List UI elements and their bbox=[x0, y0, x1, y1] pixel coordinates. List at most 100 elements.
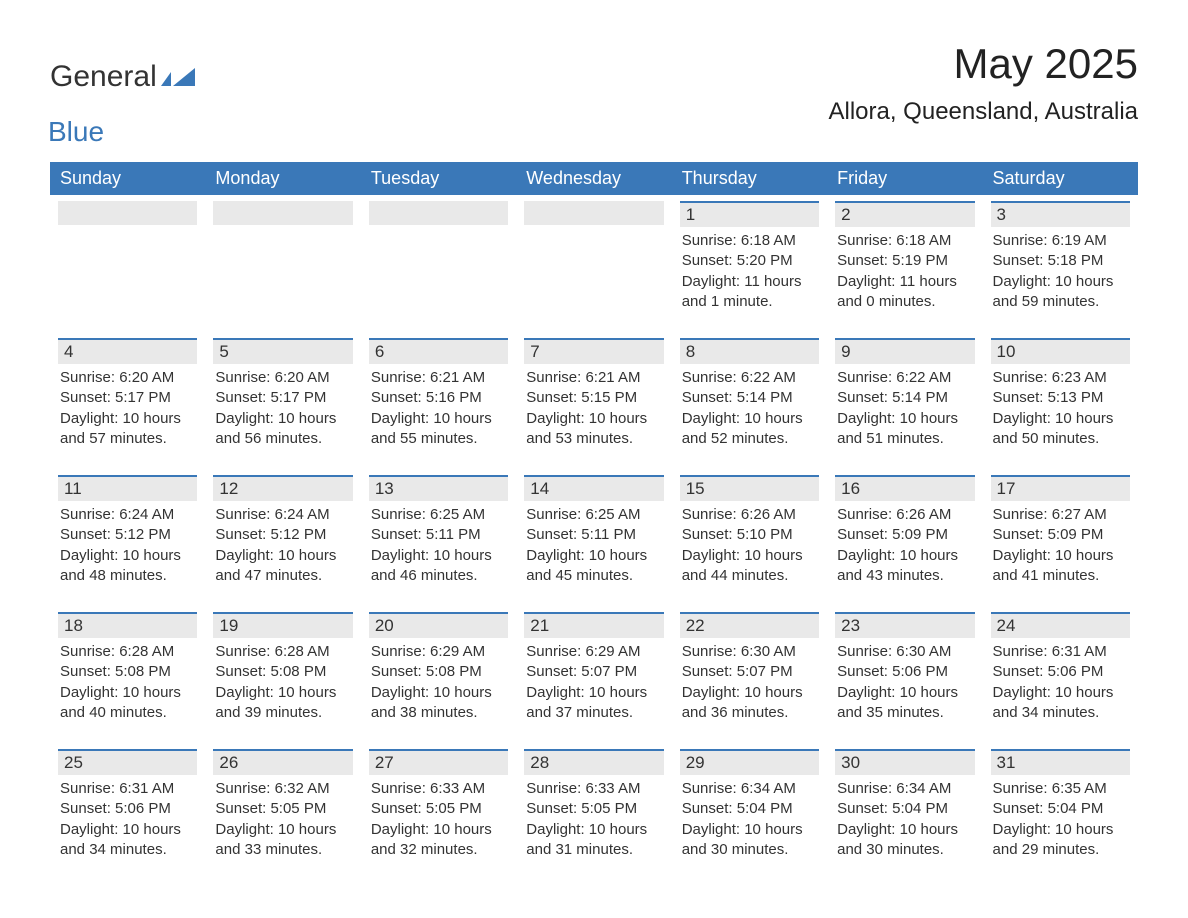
daylight-text: Daylight: 11 hours and 1 minute. bbox=[682, 272, 817, 313]
daylight-text: Daylight: 10 hours and 59 minutes. bbox=[993, 272, 1128, 313]
day-info: Sunrise: 6:29 AMSunset: 5:08 PMDaylight:… bbox=[369, 642, 508, 723]
sunset-text: Sunset: 5:09 PM bbox=[993, 525, 1128, 545]
sunset-text: Sunset: 5:12 PM bbox=[215, 525, 350, 545]
sunset-text: Sunset: 5:13 PM bbox=[993, 388, 1128, 408]
logo-text-wrap: General Blue bbox=[50, 60, 195, 148]
day-cell: 15Sunrise: 6:26 AMSunset: 5:10 PMDayligh… bbox=[672, 475, 827, 606]
day-number-bar: 25 bbox=[58, 749, 197, 775]
sunrise-text: Sunrise: 6:31 AM bbox=[60, 779, 195, 799]
location-label: Allora, Queensland, Australia bbox=[828, 98, 1138, 126]
day-cell: 20Sunrise: 6:29 AMSunset: 5:08 PMDayligh… bbox=[361, 612, 516, 743]
daylight-text: Daylight: 10 hours and 52 minutes. bbox=[682, 409, 817, 450]
daylight-text: Daylight: 10 hours and 38 minutes. bbox=[371, 683, 506, 724]
day-cell: 9Sunrise: 6:22 AMSunset: 5:14 PMDaylight… bbox=[827, 338, 982, 469]
sunrise-text: Sunrise: 6:23 AM bbox=[993, 368, 1128, 388]
daylight-text: Daylight: 10 hours and 50 minutes. bbox=[993, 409, 1128, 450]
sunset-text: Sunset: 5:05 PM bbox=[526, 799, 661, 819]
day-cell: 2Sunrise: 6:18 AMSunset: 5:19 PMDaylight… bbox=[827, 201, 982, 332]
day-number-bar: 26 bbox=[213, 749, 352, 775]
day-cell: 27Sunrise: 6:33 AMSunset: 5:05 PMDayligh… bbox=[361, 749, 516, 880]
calendar: Sunday Monday Tuesday Wednesday Thursday… bbox=[50, 162, 1138, 880]
sunrise-text: Sunrise: 6:24 AM bbox=[215, 505, 350, 525]
daylight-text: Daylight: 10 hours and 55 minutes. bbox=[371, 409, 506, 450]
daylight-text: Daylight: 10 hours and 32 minutes. bbox=[371, 820, 506, 861]
day-cell bbox=[205, 201, 360, 332]
day-number-bar: 4 bbox=[58, 338, 197, 364]
day-cell: 1Sunrise: 6:18 AMSunset: 5:20 PMDaylight… bbox=[672, 201, 827, 332]
day-info: Sunrise: 6:20 AMSunset: 5:17 PMDaylight:… bbox=[58, 368, 197, 449]
day-number-bar: 23 bbox=[835, 612, 974, 638]
sunrise-text: Sunrise: 6:21 AM bbox=[371, 368, 506, 388]
day-info: Sunrise: 6:26 AMSunset: 5:09 PMDaylight:… bbox=[835, 505, 974, 586]
sunrise-text: Sunrise: 6:18 AM bbox=[682, 231, 817, 251]
sunset-text: Sunset: 5:05 PM bbox=[215, 799, 350, 819]
day-info: Sunrise: 6:28 AMSunset: 5:08 PMDaylight:… bbox=[213, 642, 352, 723]
weekday-header: Thursday bbox=[672, 162, 827, 195]
daylight-text: Daylight: 10 hours and 46 minutes. bbox=[371, 546, 506, 587]
day-cell: 21Sunrise: 6:29 AMSunset: 5:07 PMDayligh… bbox=[516, 612, 671, 743]
sunset-text: Sunset: 5:17 PM bbox=[215, 388, 350, 408]
day-info: Sunrise: 6:25 AMSunset: 5:11 PMDaylight:… bbox=[524, 505, 663, 586]
sunset-text: Sunset: 5:16 PM bbox=[371, 388, 506, 408]
day-number-bar: 19 bbox=[213, 612, 352, 638]
daylight-text: Daylight: 10 hours and 43 minutes. bbox=[837, 546, 972, 587]
daylight-text: Daylight: 10 hours and 47 minutes. bbox=[215, 546, 350, 587]
sunrise-text: Sunrise: 6:31 AM bbox=[993, 642, 1128, 662]
sunset-text: Sunset: 5:04 PM bbox=[993, 799, 1128, 819]
day-info: Sunrise: 6:18 AMSunset: 5:19 PMDaylight:… bbox=[835, 231, 974, 312]
day-number-bar: 7 bbox=[524, 338, 663, 364]
day-info: Sunrise: 6:33 AMSunset: 5:05 PMDaylight:… bbox=[369, 779, 508, 860]
sunset-text: Sunset: 5:11 PM bbox=[526, 525, 661, 545]
sunrise-text: Sunrise: 6:19 AM bbox=[993, 231, 1128, 251]
day-info: Sunrise: 6:28 AMSunset: 5:08 PMDaylight:… bbox=[58, 642, 197, 723]
daylight-text: Daylight: 10 hours and 30 minutes. bbox=[682, 820, 817, 861]
day-number-bar: 28 bbox=[524, 749, 663, 775]
week-row: 25 Sunrise: 6:31 AMSunset: 5:06 PMDayligh… bbox=[50, 749, 1138, 880]
daylight-text: Daylight: 10 hours and 34 minutes. bbox=[993, 683, 1128, 724]
day-cell: 29Sunrise: 6:34 AMSunset: 5:04 PMDayligh… bbox=[672, 749, 827, 880]
sunrise-text: Sunrise: 6:18 AM bbox=[837, 231, 972, 251]
day-cell: 13Sunrise: 6:25 AMSunset: 5:11 PMDayligh… bbox=[361, 475, 516, 606]
daylight-text: Daylight: 10 hours and 36 minutes. bbox=[682, 683, 817, 724]
sunset-text: Sunset: 5:17 PM bbox=[60, 388, 195, 408]
sunrise-text: Sunrise: 6:22 AM bbox=[837, 368, 972, 388]
day-info: Sunrise: 6:21 AMSunset: 5:15 PMDaylight:… bbox=[524, 368, 663, 449]
sunrise-text: Sunrise: 6:20 AM bbox=[60, 368, 195, 388]
day-info: Sunrise: 6:30 AMSunset: 5:06 PMDaylight:… bbox=[835, 642, 974, 723]
day-cell: 28Sunrise: 6:33 AMSunset: 5:05 PMDayligh… bbox=[516, 749, 671, 880]
day-number-bar: 17 bbox=[991, 475, 1130, 501]
day-info: Sunrise: 6:34 AMSunset: 5:04 PMDaylight:… bbox=[680, 779, 819, 860]
day-info: Sunrise: 6:31 AMSunset: 5:06 PMDaylight:… bbox=[58, 779, 197, 860]
sunset-text: Sunset: 5:08 PM bbox=[215, 662, 350, 682]
week-row: 11Sunrise: 6:24 AMSunset: 5:12 PMDayligh… bbox=[50, 475, 1138, 606]
day-cell: 23 Sunrise: 6:30 AMSunset: 5:06 PMDayligh… bbox=[827, 612, 982, 743]
day-cell: 25 Sunrise: 6:31 AMSunset: 5:06 PMDayligh… bbox=[50, 749, 205, 880]
month-title: May 2025 bbox=[828, 40, 1138, 88]
sunset-text: Sunset: 5:04 PM bbox=[682, 799, 817, 819]
day-cell: 3Sunrise: 6:19 AMSunset: 5:18 PMDaylight… bbox=[983, 201, 1138, 332]
daylight-text: Daylight: 10 hours and 39 minutes. bbox=[215, 683, 350, 724]
sunrise-text: Sunrise: 6:21 AM bbox=[526, 368, 661, 388]
day-number-bar: 14 bbox=[524, 475, 663, 501]
week-row: 1Sunrise: 6:18 AMSunset: 5:20 PMDaylight… bbox=[50, 201, 1138, 332]
header-row: General Blue May 2025 Allora, Queensland… bbox=[50, 40, 1138, 148]
day-number-bar bbox=[58, 201, 197, 225]
day-cell: 12Sunrise: 6:24 AMSunset: 5:12 PMDayligh… bbox=[205, 475, 360, 606]
sunset-text: Sunset: 5:11 PM bbox=[371, 525, 506, 545]
sunrise-text: Sunrise: 6:29 AM bbox=[526, 642, 661, 662]
weekday-header: Friday bbox=[827, 162, 982, 195]
sunrise-text: Sunrise: 6:33 AM bbox=[526, 779, 661, 799]
day-info: Sunrise: 6:35 AMSunset: 5:04 PMDaylight:… bbox=[991, 779, 1130, 860]
day-info: Sunrise: 6:26 AMSunset: 5:10 PMDaylight:… bbox=[680, 505, 819, 586]
day-cell: 14 Sunrise: 6:25 AMSunset: 5:11 PMDayligh… bbox=[516, 475, 671, 606]
daylight-text: Daylight: 10 hours and 33 minutes. bbox=[215, 820, 350, 861]
day-cell: 8Sunrise: 6:22 AMSunset: 5:14 PMDaylight… bbox=[672, 338, 827, 469]
day-cell bbox=[361, 201, 516, 332]
sunrise-text: Sunrise: 6:26 AM bbox=[837, 505, 972, 525]
day-number-bar: 18 bbox=[58, 612, 197, 638]
day-cell: 26Sunrise: 6:32 AMSunset: 5:05 PMDayligh… bbox=[205, 749, 360, 880]
day-info: Sunrise: 6:25 AMSunset: 5:11 PMDaylight:… bbox=[369, 505, 508, 586]
daylight-text: Daylight: 10 hours and 34 minutes. bbox=[60, 820, 195, 861]
day-info: Sunrise: 6:18 AMSunset: 5:20 PMDaylight:… bbox=[680, 231, 819, 312]
day-cell: 16Sunrise: 6:26 AMSunset: 5:09 PMDayligh… bbox=[827, 475, 982, 606]
